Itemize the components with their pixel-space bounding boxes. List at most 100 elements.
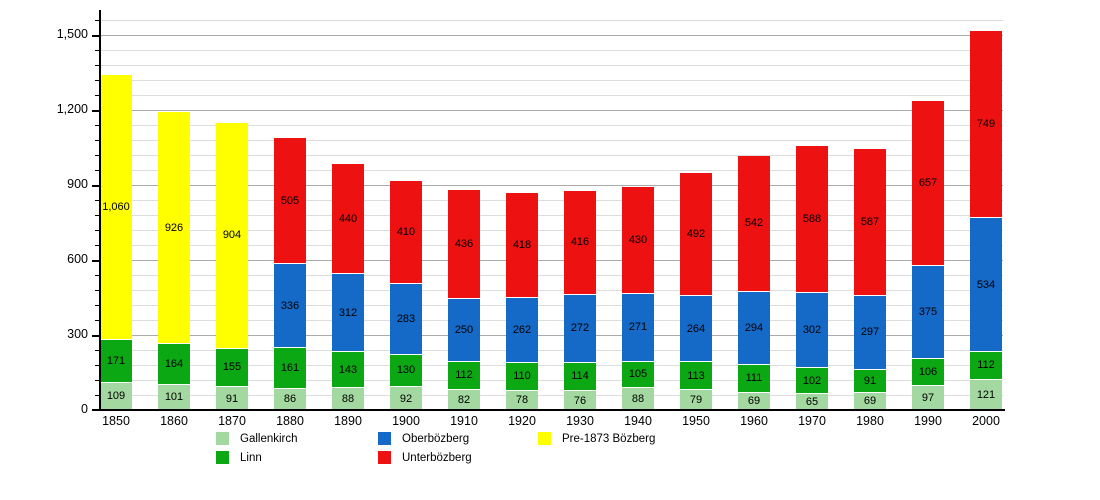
segment-value-label: 587 (860, 215, 880, 228)
legend-label: Pre-1873 Bözberg (562, 432, 656, 445)
bar-1880: 86 161 336 505 (274, 138, 306, 410)
segment-value-label: 88 (631, 393, 645, 405)
bar-segment-gallenkirch: 97 (912, 385, 944, 410)
y-axis-tick-label: 0 (81, 402, 88, 416)
segment-value-label: 110 (513, 370, 531, 383)
y-axis-tick (95, 395, 100, 396)
segment-value-label: 82 (457, 393, 471, 406)
segment-value-label: 109 (106, 390, 126, 403)
bar-1900: 92 130 283 410 (390, 181, 422, 410)
segment-value-label: 92 (399, 392, 413, 405)
segment-value-label: 86 (283, 393, 297, 406)
y-axis-tick (95, 65, 100, 66)
segment-value-label: 492 (686, 228, 706, 240)
segment-value-label: 65 (805, 395, 819, 408)
minor-gridline (100, 290, 1003, 291)
bar-segment-gallenkirch: 69 (738, 392, 770, 410)
y-axis-tick (92, 260, 100, 262)
bar-segment-gallenkirch: 109 (100, 382, 132, 410)
bar-segment-gallenkirch: 91 (216, 387, 248, 410)
bar-1890: 88 143 312 440 (332, 164, 364, 410)
minor-gridline (100, 155, 1003, 156)
x-axis-year-label: 1920 (508, 414, 536, 428)
bar-segment-pre-1873-b-zberg: 904 (216, 122, 248, 349)
bar-1930: 76 114 272 416 (564, 190, 596, 410)
y-axis-tick (95, 365, 100, 366)
bar-1860: 101 164 926 (158, 112, 190, 410)
bar-segment-oberb-zberg: 297 (854, 295, 886, 370)
segment-value-label: 302 (802, 324, 822, 336)
x-axis-year-label: 1990 (914, 414, 942, 428)
minor-gridline (100, 320, 1003, 321)
segment-value-label: 436 (454, 238, 474, 250)
bar-segment-unterb-zberg: 587 (854, 149, 886, 296)
bar-2000: 121 112 534 749 (970, 31, 1002, 410)
x-axis-year-label: 1930 (566, 414, 594, 428)
legend-entry-unterb-zberg: Unterbözberg (378, 448, 472, 467)
segment-value-label: 336 (280, 299, 300, 312)
segment-value-label: 312 (338, 306, 358, 319)
segment-value-label: 542 (744, 217, 764, 230)
legend: Gallenkirch Linn Oberbözberg Unterbözberg Pr… (0, 429, 1100, 475)
legend-entry-pre-1873-b-zberg: Pre-1873 Bözberg (538, 429, 655, 448)
segment-value-label: 272 (570, 322, 590, 334)
segment-value-label: 283 (396, 312, 416, 325)
bar-segment-gallenkirch: 86 (274, 388, 306, 410)
bar-1950: 79 113 264 492 (680, 173, 712, 410)
bar-segment-unterb-zberg: 749 (970, 31, 1002, 219)
minor-gridline (100, 215, 1003, 216)
bar-segment-gallenkirch: 76 (564, 391, 596, 410)
segment-value-label: 440 (338, 212, 358, 225)
bar-segment-linn: 112 (970, 351, 1002, 380)
segment-value-label: 79 (689, 394, 703, 407)
y-axis-tick (95, 125, 100, 126)
bar-segment-linn: 171 (100, 340, 132, 383)
minor-gridline (100, 395, 1003, 396)
segment-value-label: 416 (570, 236, 590, 248)
x-axis-year-label: 1940 (624, 414, 652, 428)
bar-segment-gallenkirch: 121 (970, 379, 1002, 410)
bar-1970: 65 102 302 588 (796, 145, 828, 410)
y-axis-tick (92, 335, 100, 337)
bar-1960: 69 111 294 542 (738, 156, 770, 410)
bar-1920: 78 110 262 418 (506, 193, 538, 410)
segment-value-label: 657 (918, 176, 938, 189)
minor-gridline (100, 230, 1003, 231)
segment-value-label: 294 (744, 321, 764, 334)
legend-swatch (378, 432, 391, 445)
y-axis-tick (95, 215, 100, 216)
x-axis-line (97, 409, 1005, 411)
segment-value-label: 904 (222, 229, 242, 241)
minor-gridline (100, 170, 1003, 171)
bar-segment-linn: 143 (332, 352, 364, 388)
x-axis-year-label: 1960 (740, 414, 768, 428)
major-gridline (100, 260, 1003, 261)
x-axis-year-label: 1900 (392, 414, 420, 428)
y-axis-tick (95, 155, 100, 156)
y-axis-tick (95, 320, 100, 321)
segment-value-label: 101 (164, 391, 184, 404)
minor-gridline (100, 200, 1003, 201)
y-axis-tick (95, 80, 100, 81)
bar-segment-oberb-zberg: 294 (738, 291, 770, 365)
minor-gridline (100, 50, 1003, 51)
segment-value-label: 97 (921, 391, 935, 404)
legend-swatch (216, 432, 229, 445)
bar-segment-oberb-zberg: 375 (912, 265, 944, 360)
segment-value-label: 262 (512, 323, 532, 336)
segment-value-label: 926 (164, 221, 184, 234)
bar-segment-oberb-zberg: 262 (506, 297, 538, 363)
segment-value-label: 69 (863, 395, 877, 408)
legend-entry-linn: Linn (216, 448, 298, 467)
segment-value-label: 418 (512, 238, 532, 251)
segment-value-label: 102 (802, 374, 822, 387)
bar-segment-unterb-zberg: 436 (448, 190, 480, 299)
y-axis-line (99, 10, 101, 411)
bar-segment-gallenkirch: 88 (622, 388, 654, 410)
minor-gridline (100, 365, 1003, 366)
x-axis-year-label: 1860 (160, 414, 188, 428)
segment-value-label: 161 (280, 361, 300, 374)
major-gridline (100, 185, 1003, 186)
minor-gridline (100, 95, 1003, 96)
bar-segment-unterb-zberg: 657 (912, 101, 944, 266)
